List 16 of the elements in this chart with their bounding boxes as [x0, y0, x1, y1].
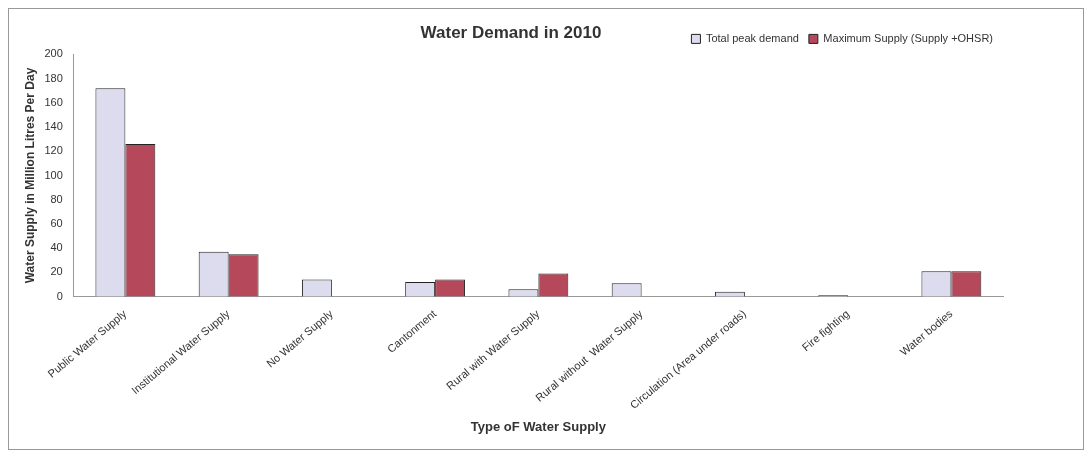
y-tick-label: 40 [50, 241, 63, 254]
y-tick-label: 200 [44, 47, 63, 60]
y-tick-label: 120 [44, 144, 63, 157]
y-tick-label: 20 [50, 265, 63, 278]
legend-label: Total peak demand [705, 31, 799, 44]
y-tick-label: 60 [50, 216, 63, 229]
y-axis-title: Water Supply in Million Litres Per Day [22, 67, 37, 284]
y-tick-label: 140 [44, 120, 63, 133]
x-axis-title: Type oF Water Supply [470, 418, 607, 434]
y-tick-label: 100 [44, 168, 63, 181]
y-tick-label: 80 [50, 192, 63, 205]
y-tick-label: 0 [56, 289, 63, 302]
chart-title: Water Demand in 2010 [420, 22, 602, 42]
y-tick-label: 160 [44, 95, 63, 108]
legend-label: Maximum Supply (Supply +OHSR) [823, 31, 994, 44]
y-tick-label: 180 [44, 71, 63, 84]
